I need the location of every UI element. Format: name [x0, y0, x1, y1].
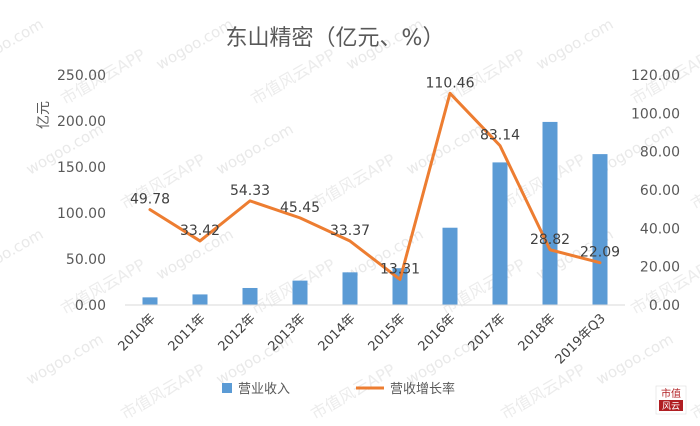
watermark-site-text: wogoo.com	[0, 15, 46, 74]
bar-revenue	[143, 297, 158, 305]
logo-bottom-text: 风云	[662, 401, 680, 412]
y-axis-left-tick-label: 250.00	[57, 68, 106, 84]
watermark-site-text: wogoo.com	[23, 330, 106, 389]
y-axis-left-tick-label: 0.00	[75, 298, 106, 314]
bar-revenue	[593, 154, 608, 305]
y-axis-right-tick-label: 60.00	[640, 183, 680, 199]
bar-revenue	[293, 281, 308, 305]
x-axis-tick-label: 2014年	[316, 311, 359, 354]
watermark-app-text: 市值风云APP	[498, 360, 589, 421]
y-axis-right-tick-label: 40.00	[640, 221, 680, 237]
logo-seal: 市值 风云	[656, 386, 686, 414]
line-data-label: 45.45	[280, 200, 320, 216]
line-data-label: 13.31	[380, 261, 420, 277]
watermark-site-text: wogoo.com	[403, 120, 486, 179]
watermark-app-text: 市值风云APP	[308, 150, 399, 214]
y-axis-right-tick-label: 80.00	[640, 145, 680, 161]
watermark-app-text: 市值风云APP	[688, 150, 700, 214]
y-axis-right-tick-label: 20.00	[640, 260, 680, 276]
logo-top-text: 市值	[661, 387, 681, 400]
watermark-app-text: 市值风云APP	[118, 360, 209, 421]
bar-revenue	[493, 162, 508, 305]
bar-revenue	[443, 228, 458, 305]
watermark-app-text: 市值风云APP	[688, 360, 700, 421]
x-axis-tick-label: 2011年	[166, 311, 209, 354]
legend-label-revenue: 营业收入	[238, 382, 290, 397]
watermark-site-text: wogoo.com	[213, 120, 296, 179]
y-axis-left-label: 亿元	[36, 101, 52, 129]
line-data-label: 110.46	[426, 75, 475, 91]
chart-title: 东山精密（亿元、%）	[226, 26, 445, 51]
line-data-label: 33.37	[330, 223, 370, 239]
watermark-site-text: wogoo.com	[593, 330, 676, 389]
watermark-app-text: 市值风云APP	[308, 360, 399, 421]
legend-swatch-revenue	[222, 383, 232, 393]
line-data-label: 33.42	[180, 223, 220, 239]
x-axis-tick-label: 2015年	[366, 311, 409, 354]
y-axis-right-tick-label: 100.00	[631, 106, 680, 122]
line-data-label: 54.33	[230, 183, 270, 199]
line-data-label: 22.09	[580, 245, 620, 261]
y-axis-left-tick-label: 50.00	[66, 252, 106, 268]
line-data-label: 49.78	[130, 192, 170, 208]
line-data-label: 83.14	[480, 128, 520, 144]
watermark-site-text: wogoo.com	[0, 225, 46, 284]
watermark-app-text: 市值风云APP	[248, 45, 339, 109]
x-axis-tick-label: 2010年	[116, 311, 159, 354]
bar-revenue	[343, 272, 358, 305]
watermark-site-text: wogoo.com	[533, 15, 616, 74]
y-axis-right-tick-label: 0.00	[649, 298, 680, 314]
y-axis-left-tick-label: 200.00	[57, 114, 106, 130]
watermark-site-text: wogoo.com	[153, 15, 236, 74]
x-axis-tick-label: 2018年	[516, 311, 559, 354]
y-axis-left-tick-label: 100.00	[57, 206, 106, 222]
bar-revenue	[243, 288, 258, 305]
x-axis-tick-label: 2019年Q3	[553, 311, 609, 367]
legend-label-growth: 营收增长率	[390, 381, 455, 397]
line-data-label: 28.82	[530, 232, 570, 248]
bar-revenue	[543, 122, 558, 305]
y-axis-left-tick-label: 150.00	[57, 160, 106, 176]
bar-revenue	[193, 294, 208, 305]
y-axis-right-tick-label: 120.00	[631, 68, 680, 84]
x-axis-tick-label: 2012年	[216, 311, 259, 354]
